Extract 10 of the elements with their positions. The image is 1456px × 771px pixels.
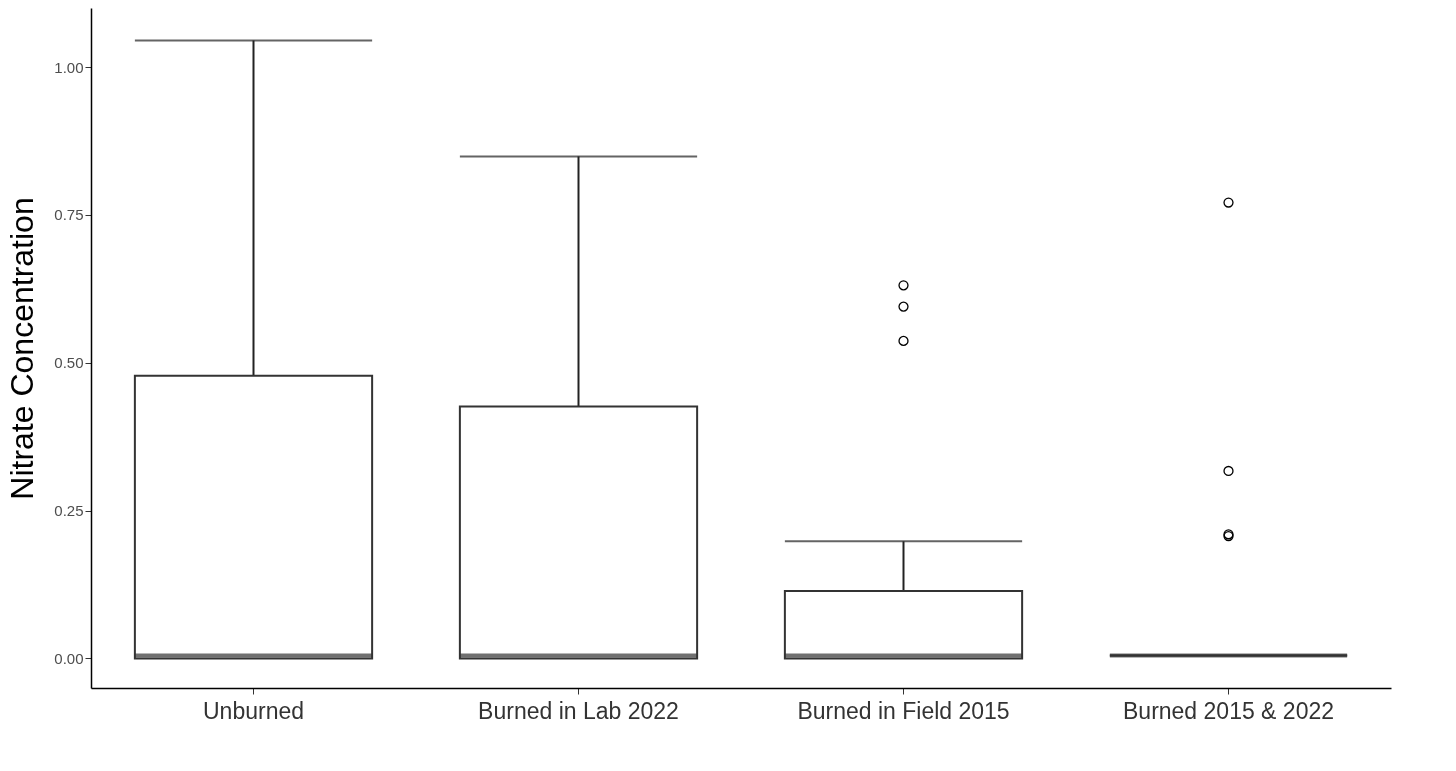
x-tick-label: Burned in Field 2015 — [797, 697, 1010, 724]
y-tick-label: 0.00 — [54, 649, 84, 667]
y-axis-title: Nitrate Concentration — [4, 197, 41, 500]
x-tick-label: Unburned — [202, 697, 305, 724]
y-tick-label: 1.00 — [54, 58, 84, 76]
x-tick-label: Burned 2015 & 2022 — [1122, 697, 1335, 724]
y-tick-label: 0.75 — [54, 206, 84, 224]
x-tick-label: Burned in Lab 2022 — [478, 697, 679, 724]
y-tick-label: 0.25 — [54, 502, 84, 520]
y-tick-label: 0.50 — [54, 354, 84, 372]
